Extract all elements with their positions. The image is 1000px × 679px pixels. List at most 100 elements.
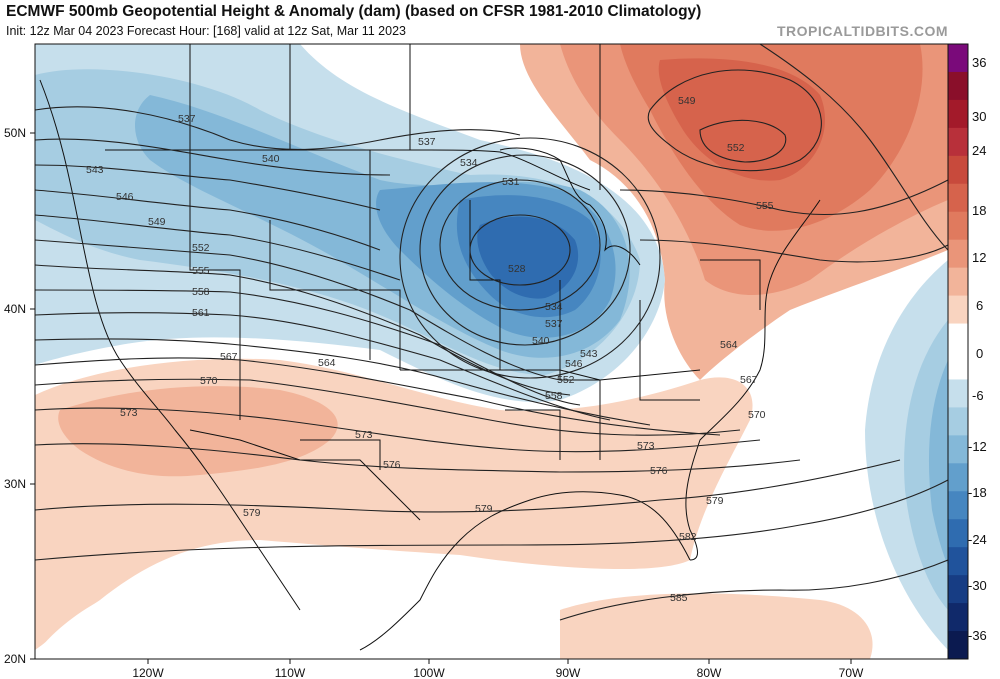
contour-label: 552 bbox=[727, 142, 745, 154]
colorbar-swatch bbox=[948, 351, 968, 380]
contour-552-ne bbox=[699, 119, 787, 163]
contour-558 bbox=[35, 289, 581, 406]
colorbar-swatch bbox=[948, 603, 968, 632]
coastline-west bbox=[39, 79, 301, 611]
colorbar-tick-label: 36 bbox=[972, 55, 986, 70]
anomaly-shading bbox=[35, 44, 948, 659]
contour-label: 546 bbox=[116, 191, 134, 203]
contour-label: 540 bbox=[532, 335, 550, 347]
contour-label-group: 537 540 543 546 549 552 555 558 561 567 … bbox=[86, 95, 774, 604]
us-canada-border bbox=[105, 149, 591, 191]
lon-label: 100W bbox=[413, 666, 445, 679]
contour-label: 528 bbox=[508, 263, 526, 275]
contour-label: 537 bbox=[418, 136, 436, 148]
colorbar-swatch bbox=[948, 407, 968, 436]
lat-label: 40N bbox=[4, 302, 26, 316]
colorbar-swatch bbox=[948, 491, 968, 520]
colorbar-tick-label: -6 bbox=[972, 388, 984, 403]
contour-label: 558 bbox=[192, 286, 210, 298]
colorbar-tick-label: -36 bbox=[968, 628, 987, 643]
contour-567 bbox=[35, 357, 721, 436]
contour-564 bbox=[35, 338, 651, 426]
colorbar-swatch bbox=[948, 127, 968, 157]
contour-549-ne bbox=[647, 69, 822, 172]
positive-anomaly-northeast-core bbox=[658, 58, 826, 181]
state-line-2 bbox=[269, 220, 371, 360]
contour-540 bbox=[35, 138, 391, 176]
contour-label: 549 bbox=[148, 216, 166, 228]
height-contours bbox=[35, 44, 948, 621]
colorbar-tick-label: -24 bbox=[968, 532, 987, 547]
colorbar-swatch bbox=[948, 435, 968, 464]
state-line-9 bbox=[300, 439, 381, 470]
contour-537-ring bbox=[399, 137, 661, 379]
contour-label: 585 bbox=[670, 592, 688, 604]
contour-561 bbox=[35, 312, 611, 421]
colorbar-swatch bbox=[948, 44, 968, 73]
state-line-5 bbox=[559, 280, 601, 460]
contour-label: 549 bbox=[678, 95, 696, 107]
contour-558-ne bbox=[639, 239, 948, 263]
contour-label: 561 bbox=[192, 307, 210, 319]
contour-label: 540 bbox=[262, 153, 280, 165]
lat-label: 50N bbox=[4, 126, 26, 140]
contour-label: 573 bbox=[355, 429, 373, 441]
contour-label: 579 bbox=[243, 507, 261, 519]
contour-label: 564 bbox=[720, 339, 738, 351]
colorbar-swatch bbox=[948, 211, 968, 241]
neutral-southwest bbox=[35, 569, 278, 659]
contour-label: 573 bbox=[120, 407, 138, 419]
positive-anomaly-caribbean bbox=[560, 593, 873, 659]
contour-label: 546 bbox=[565, 358, 583, 370]
colorbar-swatch bbox=[948, 323, 968, 352]
colorbar-swatch bbox=[948, 295, 968, 325]
contour-546 bbox=[35, 189, 381, 251]
colorbar-tick-label: 30 bbox=[972, 109, 986, 124]
contour-label: 582 bbox=[679, 531, 697, 543]
contour-552 bbox=[35, 239, 561, 381]
contour-549 bbox=[35, 214, 401, 281]
colorbar-swatch bbox=[948, 379, 968, 408]
state-line-7 bbox=[700, 259, 761, 310]
contour-label: 567 bbox=[220, 351, 238, 363]
colorbar-tick-label: 18 bbox=[972, 203, 986, 218]
colorbar-swatch bbox=[948, 575, 968, 604]
colorbar-swatch bbox=[948, 463, 968, 492]
contour-label: 579 bbox=[475, 503, 493, 515]
contour-label: 552 bbox=[557, 374, 575, 386]
colorbar-swatch bbox=[948, 547, 968, 576]
contour-label: 570 bbox=[748, 409, 766, 421]
contour-534 bbox=[419, 154, 631, 346]
contour-585 bbox=[559, 559, 948, 621]
great-lakes bbox=[499, 147, 641, 266]
contour-label: 567 bbox=[740, 374, 758, 386]
brand-watermark: TROPICALTIDBITS.COM bbox=[776, 23, 948, 39]
colorbar-tick-label: 12 bbox=[972, 250, 986, 265]
contour-531 bbox=[439, 179, 601, 311]
colorbar-swatch bbox=[948, 155, 968, 185]
contour-label: 534 bbox=[545, 301, 563, 313]
lon-label: 110W bbox=[275, 666, 306, 679]
latitude-axis: 50N 40N 30N 20N bbox=[4, 126, 35, 666]
colorbar-swatch bbox=[948, 183, 968, 213]
contour-label: 576 bbox=[383, 459, 401, 471]
contour-label: 537 bbox=[178, 113, 196, 125]
contour-537-north bbox=[35, 106, 521, 151]
contour-label: 543 bbox=[86, 164, 104, 176]
contour-ne-sweep bbox=[759, 44, 948, 251]
colorbar-labels: 36 30 24 18 12 6 0 -6 -12 -18 -24 -30 -3… bbox=[968, 55, 987, 643]
canada-provinces bbox=[189, 44, 601, 190]
contour-label: 531 bbox=[502, 176, 520, 188]
lat-label: 30N bbox=[4, 477, 26, 491]
colorbar bbox=[948, 44, 968, 660]
contour-570 bbox=[35, 378, 741, 436]
lon-label: 70W bbox=[839, 666, 864, 679]
colorbar-frame bbox=[947, 43, 969, 660]
lon-label: 90W bbox=[556, 666, 581, 679]
state-line-8 bbox=[400, 369, 701, 381]
contour-576 bbox=[35, 443, 801, 473]
state-line-3 bbox=[369, 150, 401, 370]
map-title: ECMWF 500mb Geopotential Height & Anomal… bbox=[6, 3, 702, 20]
colorbar-tick-label: 24 bbox=[972, 143, 986, 158]
